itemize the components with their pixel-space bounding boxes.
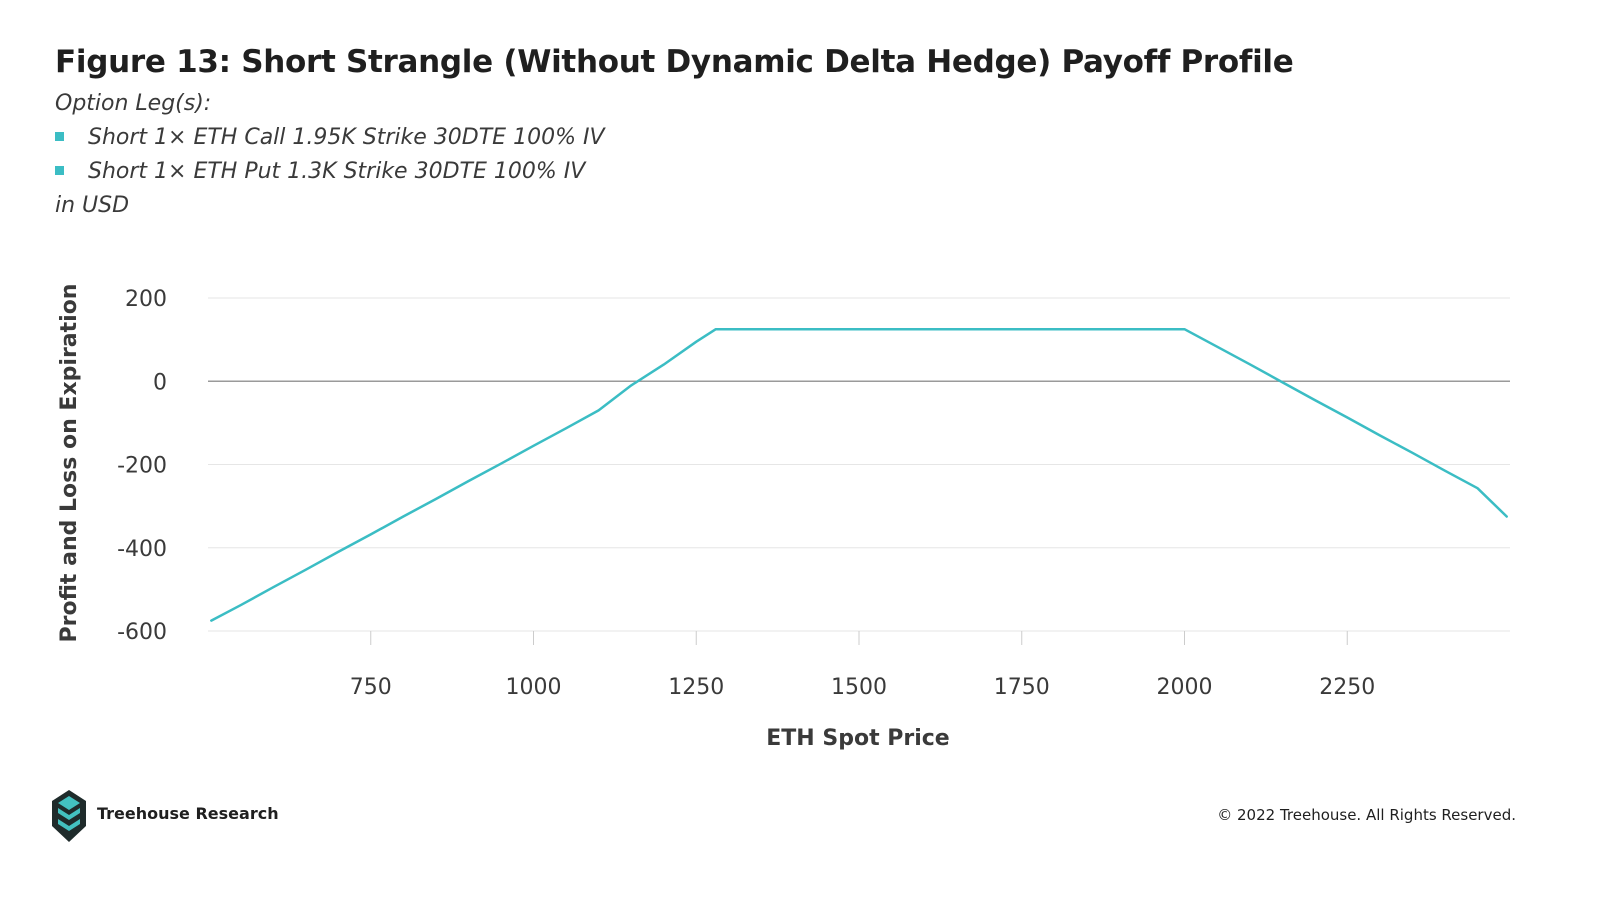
logo-top-chevron [58, 796, 80, 810]
option-leg-item: Short 1× ETH Call 1.95K Strike 30DTE 100… [55, 125, 605, 150]
option-leg-label: Short 1× ETH Put 1.3K Strike 30DTE 100% … [88, 159, 586, 184]
x-axis-ticks: 750 1000 1250 1500 1750 2000 2250 [350, 631, 1375, 700]
y-tick-label: -600 [117, 620, 167, 645]
series-layer [210, 327, 1508, 622]
copyright-text: © 2022 Treehouse. All Rights Reserved. [1217, 806, 1516, 824]
y-tick-label: 0 [153, 370, 167, 395]
logo-middle-chevron [58, 808, 80, 820]
y-tick-label: 200 [125, 287, 167, 312]
x-tick-label: 1250 [668, 675, 724, 700]
x-tick-label: 2000 [1157, 675, 1213, 700]
chart-title: Figure 13: Short Strangle (Without Dynam… [55, 44, 1294, 80]
y-axis-title: Profit and Loss on Expiration [57, 284, 82, 643]
units-note: in USD [55, 193, 130, 218]
payoff-series-line [210, 327, 1508, 622]
x-tick-label: 1000 [506, 675, 562, 700]
square-bullet-icon [55, 131, 64, 141]
x-tick-label: 1500 [831, 675, 887, 700]
brand-name: Treehouse Research [97, 804, 279, 823]
grid-lines [208, 297, 1510, 632]
square-bullet-icon [55, 165, 64, 175]
x-tick-label: 2250 [1319, 675, 1375, 700]
option-legs-heading: Option Leg(s): [55, 91, 212, 116]
option-leg-label: Short 1× ETH Call 1.95K Strike 30DTE 100… [88, 125, 605, 150]
x-tick-label: 1750 [994, 675, 1050, 700]
x-tick-label: 750 [350, 675, 392, 700]
y-tick-label: -200 [117, 454, 167, 479]
x-axis-title: ETH Spot Price [766, 726, 949, 751]
option-leg-item: Short 1× ETH Put 1.3K Strike 30DTE 100% … [55, 159, 585, 184]
treehouse-logo-icon [52, 790, 86, 842]
logo-bottom-chevron [58, 819, 80, 831]
y-tick-label: -400 [117, 537, 167, 562]
y-axis-ticks: 200 0 -200 -400 -600 [117, 287, 167, 645]
